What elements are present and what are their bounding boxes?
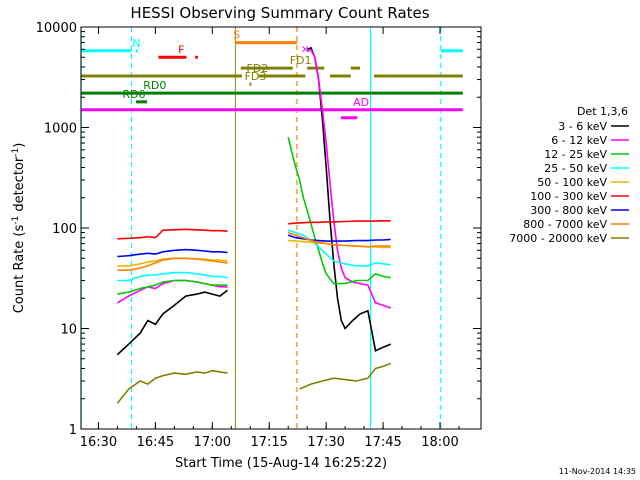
y-axis-label-main: Count Rate (s: [12, 225, 27, 314]
legend-label-2: 12 - 25 keV: [544, 148, 607, 161]
series-line-6-0: [117, 248, 228, 258]
x-tick-label-1: 16:45: [137, 435, 174, 450]
flag-label-F: F: [178, 43, 184, 56]
series-line-7-1: [287, 231, 391, 248]
y-axis-label-exp1: -1: [11, 216, 21, 225]
axes: 16:30 16:45 17:00 17:15 17:30 17:45 18:00 1 10 10…: [36, 21, 481, 450]
chart-title: HESSI Observing Summary Count Rates: [130, 4, 429, 22]
legend-label-0: 3 - 6 keV: [558, 120, 607, 133]
series-line-7-0: [117, 257, 228, 272]
flag-label-N: N: [132, 37, 140, 50]
series-line-2-0: [117, 279, 228, 295]
legend-label-8: 7000 - 20000 keV: [509, 232, 607, 245]
series-line-5-0: [117, 228, 228, 240]
y-tick-label-0: 1: [69, 423, 77, 438]
y-tick-label-2: 100: [52, 222, 77, 237]
flag-label-FD1: FD1: [290, 54, 312, 67]
legend-label-4: 50 - 100 keV: [537, 176, 607, 189]
footer-timestamp: 11-Nov-2014 14:35: [559, 467, 636, 476]
x-tick-label-2: 17:00: [194, 435, 231, 450]
series-group: [116, 46, 392, 404]
flag-label-FD3: FD3: [245, 70, 267, 83]
x-tick-label-0: 16:30: [80, 435, 117, 450]
y-axis-label-end: ): [12, 143, 27, 148]
legend-label-6: 300 - 800 keV: [530, 204, 607, 217]
x-tick-label-5: 17:45: [364, 435, 401, 450]
flag-label-AD: AD: [353, 96, 369, 109]
x-tick-label-6: 18:00: [421, 435, 458, 450]
x-tick-label-3: 17:15: [250, 435, 287, 450]
y-tick-label-1: 10: [60, 323, 77, 338]
y-tick-label-3: 1000: [44, 122, 77, 137]
legend-label-1: 6 - 12 keV: [551, 134, 607, 147]
y-tick-label-4: 10000: [36, 21, 77, 36]
flag-label-FD2: FD2: [246, 62, 268, 75]
series-line-5-1: [288, 220, 391, 225]
x-tick-label-4: 17:30: [307, 435, 344, 450]
series-line-3-1: [287, 229, 391, 267]
y-axis-label-mid: detector: [12, 156, 27, 216]
series-line-1-1: [307, 49, 391, 309]
legend-label-5: 100 - 300 keV: [530, 190, 607, 203]
legend-label-7: 800 - 7000 keV: [523, 218, 607, 231]
flare-marker: ×: [301, 43, 310, 56]
series-line-3-0: [117, 271, 228, 282]
series-line-8-1: [299, 362, 391, 390]
y-axis-label: Count Rate (s-1 detector-1): [11, 143, 27, 314]
x-axis-label: Start Time (15-Aug-14 16:25:22): [175, 456, 387, 471]
y-axis-label-exp2: -1: [11, 148, 21, 157]
flag-label-RD0: RD0: [143, 79, 166, 92]
series-line-8-0: [116, 369, 228, 404]
flag-label-RD6: RD6: [122, 88, 145, 101]
series-line-0-0: [116, 289, 228, 356]
legend-label-3: 25 - 50 keV: [544, 162, 607, 175]
flag-label-S: S: [233, 29, 240, 42]
series-line-6-1: [287, 234, 391, 242]
legend-title: Det 1,3,6: [577, 105, 628, 118]
series-line-2-1: [287, 137, 391, 285]
